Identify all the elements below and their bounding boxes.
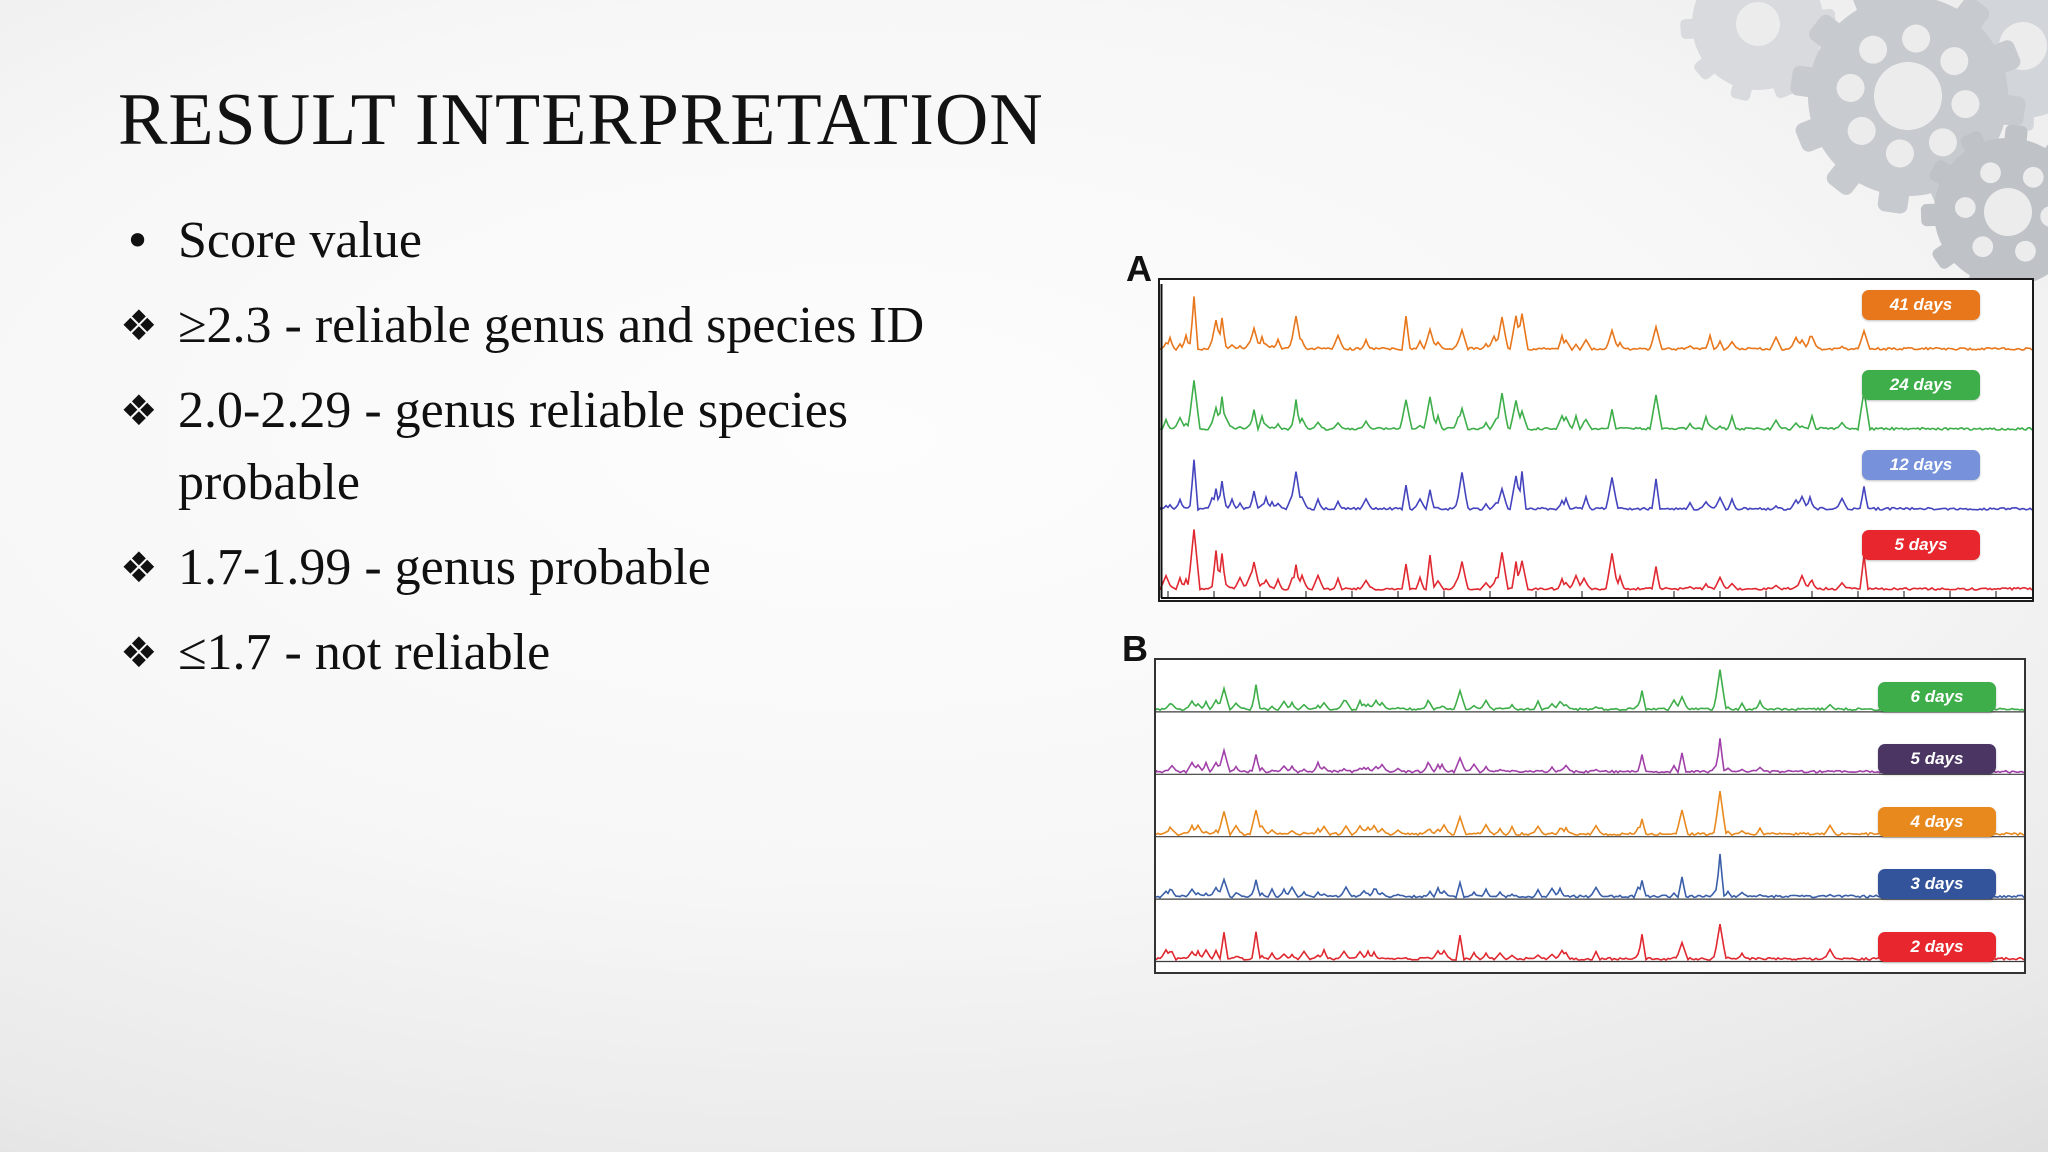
bullet-text: Score value: [178, 212, 423, 269]
spectrum-trace-5-days: [1160, 529, 2032, 591]
spectrum-trace-12-days: [1160, 459, 2032, 512]
legend-chip: 3 days: [1878, 869, 1996, 900]
diamond-bullet-icon: ❖: [120, 386, 158, 435]
list-item: • Score value: [120, 205, 990, 277]
spectra-panel-b: 6 days 5 days 4 days 3 days 2 days: [1154, 658, 2026, 974]
list-item: ❖ ≤1.7 - not reliable: [120, 617, 990, 689]
spectrum-trace-24-days: [1160, 380, 2032, 433]
panel-b-label: B: [1122, 628, 1148, 669]
spectrum-trace-5-days: [1156, 738, 2024, 775]
bullet-text: ≥2.3 - reliable genus and species ID: [178, 297, 925, 354]
spectra-panel-a: 41 days 24 days 12 days 5 days: [1158, 278, 2034, 602]
legend-chip: 4 days: [1878, 806, 1996, 837]
page-title: RESULT INTERPRETATION: [118, 78, 1044, 161]
bullet-text: ≤1.7 - not reliable: [178, 624, 551, 681]
panel-a-label: A: [1126, 248, 1152, 289]
legend-chip: 24 days: [1862, 370, 1980, 400]
legend-chip: 5 days: [1878, 744, 1996, 775]
bullet-text: 1.7-1.99 - genus probable: [178, 539, 711, 596]
legend-chip: 5 days: [1862, 530, 1980, 560]
diamond-bullet-icon: ❖: [120, 628, 158, 677]
bullet-list: • Score value ❖ ≥2.3 - reliable genus an…: [120, 205, 990, 702]
spectra-panel-a-plot: [1160, 284, 2032, 599]
legend-chip: 6 days: [1878, 682, 1996, 712]
list-item: ❖ 1.7-1.99 - genus probable: [120, 532, 990, 604]
diamond-bullet-icon: ❖: [120, 543, 158, 592]
list-item: ❖ ≥2.3 - reliable genus and species ID: [120, 290, 990, 362]
spectrum-trace-6-days: [1156, 669, 2024, 712]
bullet-text: 2.0-2.29 - genus reliable species probab…: [178, 382, 849, 511]
gears-graphic: [1680, 0, 2048, 299]
legend-chip: 2 days: [1878, 931, 1996, 962]
legend-chip: 41 days: [1862, 290, 1980, 320]
spectrum-trace-41-days: [1160, 296, 2032, 352]
bullet-icon: •: [124, 214, 152, 268]
diamond-bullet-icon: ❖: [120, 301, 158, 350]
list-item: ❖ 2.0-2.29 - genus reliable species prob…: [120, 375, 990, 519]
legend-chip: 12 days: [1862, 450, 1980, 480]
